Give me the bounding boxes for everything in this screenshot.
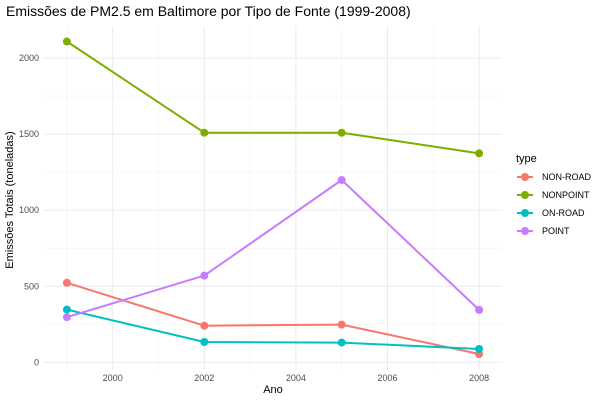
legend-key-point [521, 191, 529, 199]
data-point-non-road [62, 278, 71, 287]
legend-label: NON-ROAD [542, 172, 591, 182]
series-line-on-road [66, 308, 480, 350]
y-tick-label: 2000 [19, 53, 39, 63]
y-tick-label: 1000 [19, 205, 39, 215]
data-point-point [200, 271, 209, 280]
legend-item-on-road: ON-ROAD [517, 208, 585, 218]
data-point-nonpoint [337, 128, 346, 137]
legend-key-point [521, 173, 529, 181]
legend-label: POINT [542, 226, 570, 236]
axes: 2000 2002 2004 2006 2008 0 500 1000 1500 2000 [19, 53, 489, 383]
data-point-nonpoint [475, 149, 484, 158]
series-line-non-road [66, 281, 480, 355]
data-point-non-road [337, 320, 346, 329]
legend-label: NONPOINT [542, 190, 590, 200]
data-point-nonpoint [62, 37, 71, 46]
legend-item-nonpoint: NONPOINT [517, 190, 590, 200]
data-point-point [475, 305, 484, 314]
data-point-on-road [337, 338, 346, 347]
y-tick-label: 1500 [19, 129, 39, 139]
series-line-point [66, 179, 480, 319]
legend-item-point: POINT [517, 226, 570, 236]
x-tick-label: 2006 [377, 373, 397, 383]
data-point-on-road [62, 305, 71, 314]
series-line-nonpoint [66, 40, 480, 155]
y-tick-label: 0 [34, 357, 39, 367]
data-point-point [337, 176, 346, 185]
data-point-nonpoint [200, 128, 209, 137]
legend-key-point [521, 227, 529, 235]
data-point-on-road [200, 337, 209, 346]
data-point-non-road [200, 321, 209, 330]
grid [44, 26, 502, 370]
x-tick-label: 2000 [103, 373, 123, 383]
y-tick-label: 500 [24, 281, 39, 291]
x-tick-label: 2004 [286, 373, 306, 383]
x-tick-label: 2008 [469, 373, 489, 383]
x-tick-label: 2002 [194, 373, 214, 383]
chart-title: Emissões de PM2.5 em Baltimore por Tipo … [6, 3, 411, 19]
legend: type NON-ROAD NONPOINT ON-ROAD POINT [516, 153, 591, 236]
legend-title: type [516, 153, 537, 165]
series-layer [62, 37, 484, 359]
legend-items: NON-ROAD NONPOINT ON-ROAD POINT [517, 172, 591, 236]
data-point-point [62, 313, 71, 322]
x-axis-title: Ano [263, 384, 283, 396]
legend-key-point [521, 209, 529, 217]
y-axis-title: Emissões Totais (toneladas) [4, 131, 16, 268]
legend-label: ON-ROAD [542, 208, 585, 218]
legend-item-non-road: NON-ROAD [517, 172, 591, 182]
data-point-on-road [475, 344, 484, 353]
